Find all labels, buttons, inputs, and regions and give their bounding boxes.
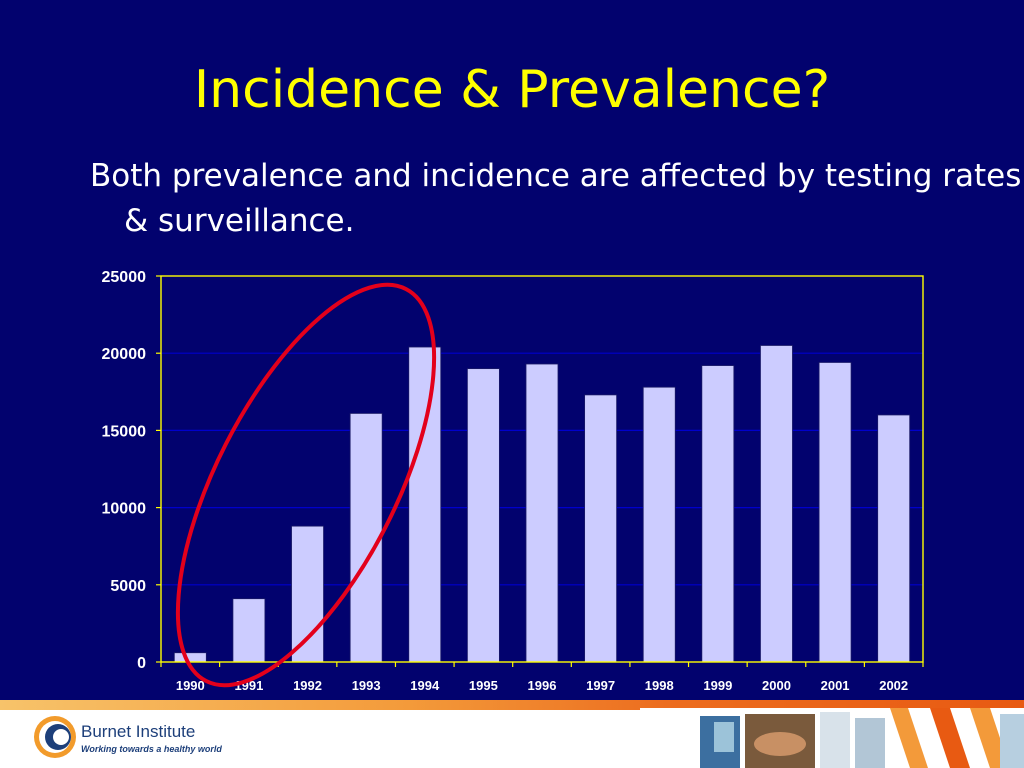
bar-1998 [642, 386, 676, 663]
x-tick-label: 1999 [703, 678, 732, 693]
x-tick-label: 2002 [879, 678, 908, 693]
y-tick-label: 25000 [102, 269, 147, 286]
x-tick-label: 1994 [410, 678, 440, 693]
x-tick-label: 2000 [762, 678, 791, 693]
bar-2000 [760, 345, 793, 663]
logo-name: Burnet Institute [81, 722, 196, 741]
x-tick-label: 1992 [293, 678, 322, 693]
footer: Burnet Institute Working towards a healt… [0, 700, 1024, 768]
bar-1993 [349, 413, 383, 663]
footer-decorative-strip [0, 700, 1024, 710]
x-tick-label: 1997 [586, 678, 615, 693]
bar-1996 [525, 363, 559, 663]
slide-background [0, 0, 1024, 700]
x-tick-label: 1993 [352, 678, 381, 693]
x-tick-label: 1996 [528, 678, 557, 693]
bar-1995 [466, 368, 500, 663]
y-tick-label: 20000 [102, 346, 147, 363]
plot-area-border [160, 275, 924, 663]
bar-1994 [408, 346, 442, 663]
bar-2002 [877, 414, 911, 663]
y-tick-label: 0 [137, 655, 146, 672]
x-tick-label: 1998 [645, 678, 674, 693]
bar-1992 [291, 525, 324, 663]
highlight-ellipse [175, 282, 437, 688]
x-tick-label: 1990 [176, 678, 205, 693]
slide-body-text: Both prevalence and incidence are affect… [90, 158, 1022, 239]
y-tick-label: 5000 [110, 578, 146, 595]
x-tick-label: 1995 [469, 678, 498, 693]
x-tick-label: 2001 [821, 678, 850, 693]
bar-1991 [232, 598, 266, 663]
bar-1997 [584, 394, 618, 663]
bar-1990 [173, 652, 207, 663]
slide-title: Incidence & Prevalence? [193, 60, 831, 120]
burnet-logo-icon [34, 716, 76, 758]
y-tick-label: 10000 [102, 501, 147, 518]
footer-photo-collage [640, 708, 1024, 768]
logo-tagline: Working towards a healthy world [81, 744, 222, 754]
bar-1999 [701, 365, 735, 663]
y-tick-label: 15000 [102, 423, 147, 440]
bar-2001 [818, 362, 852, 663]
